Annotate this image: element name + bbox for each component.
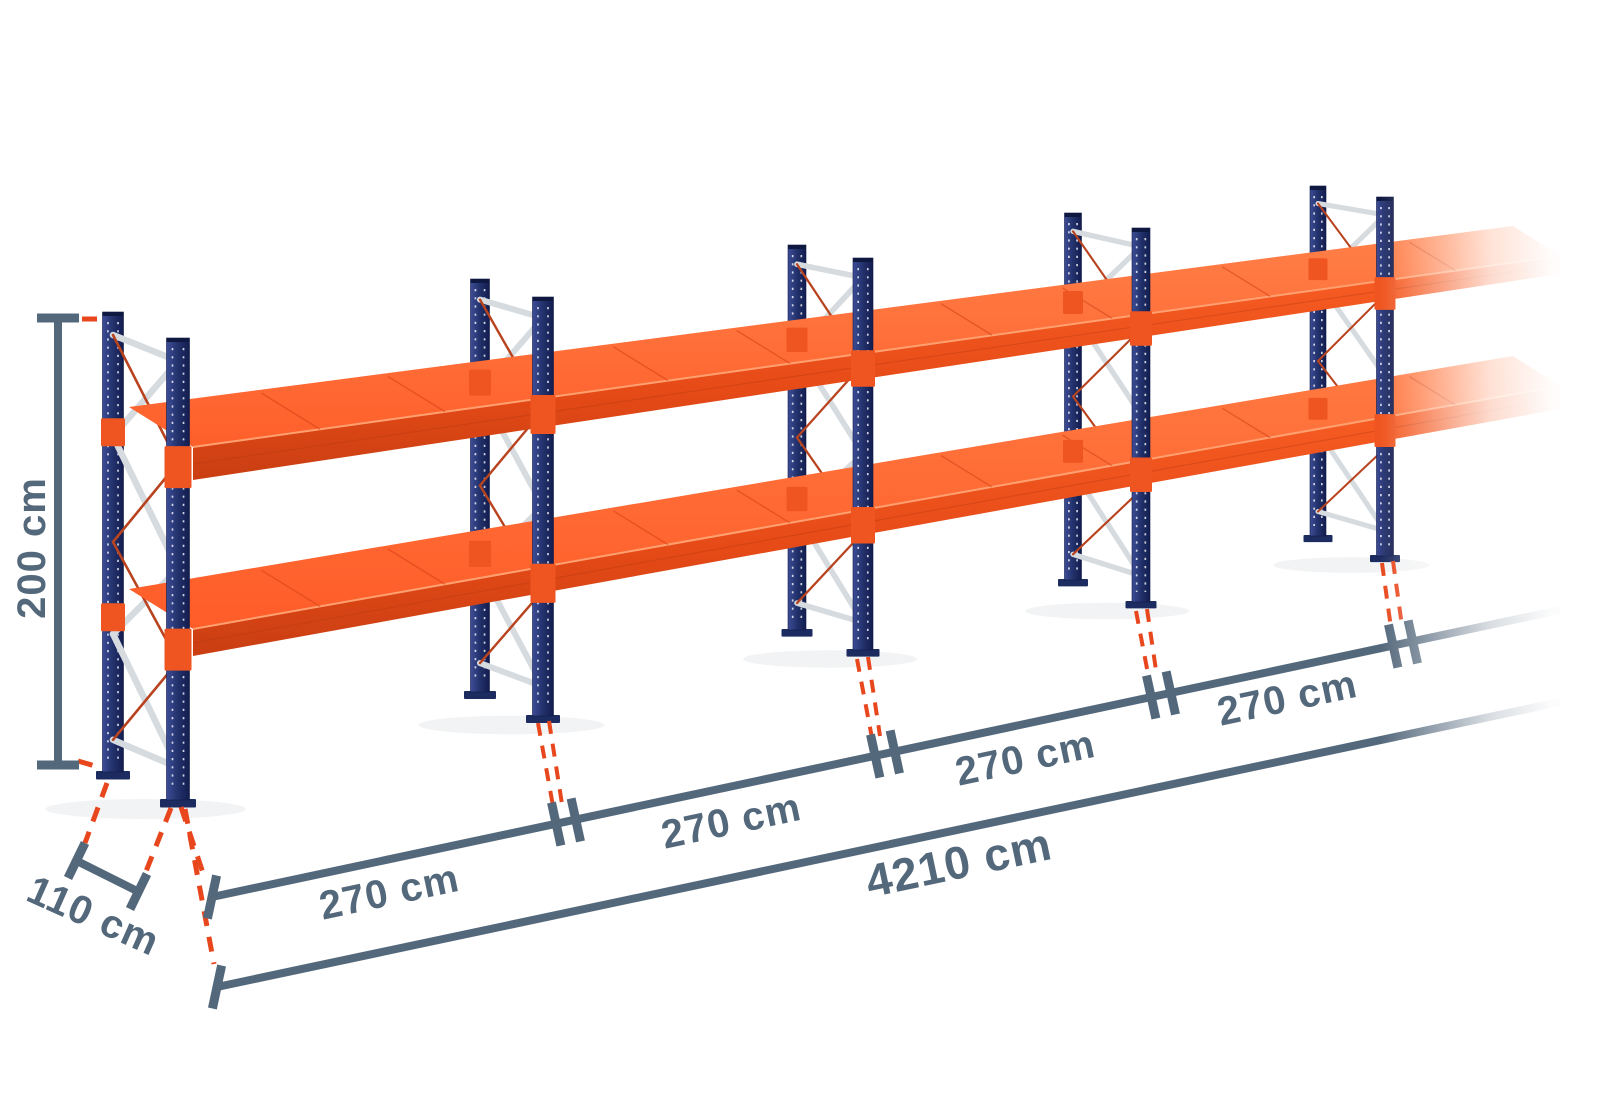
upper-beam-groove — [192, 264, 1561, 465]
lower-deck-front-lip — [192, 385, 1561, 630]
depth-dimension: 110 cm — [21, 841, 166, 965]
right-fade-overlay — [1380, 80, 1600, 1100]
upper-shelf-beam — [193, 256, 1560, 480]
bay-width-label-4: 270 cm — [1213, 662, 1361, 734]
height-dimension-label: 200 cm — [10, 477, 54, 619]
upper-deck-front-lip — [192, 255, 1561, 448]
lower-beam-groove — [192, 397, 1561, 644]
height-dimension: 200 cm — [10, 313, 79, 770]
